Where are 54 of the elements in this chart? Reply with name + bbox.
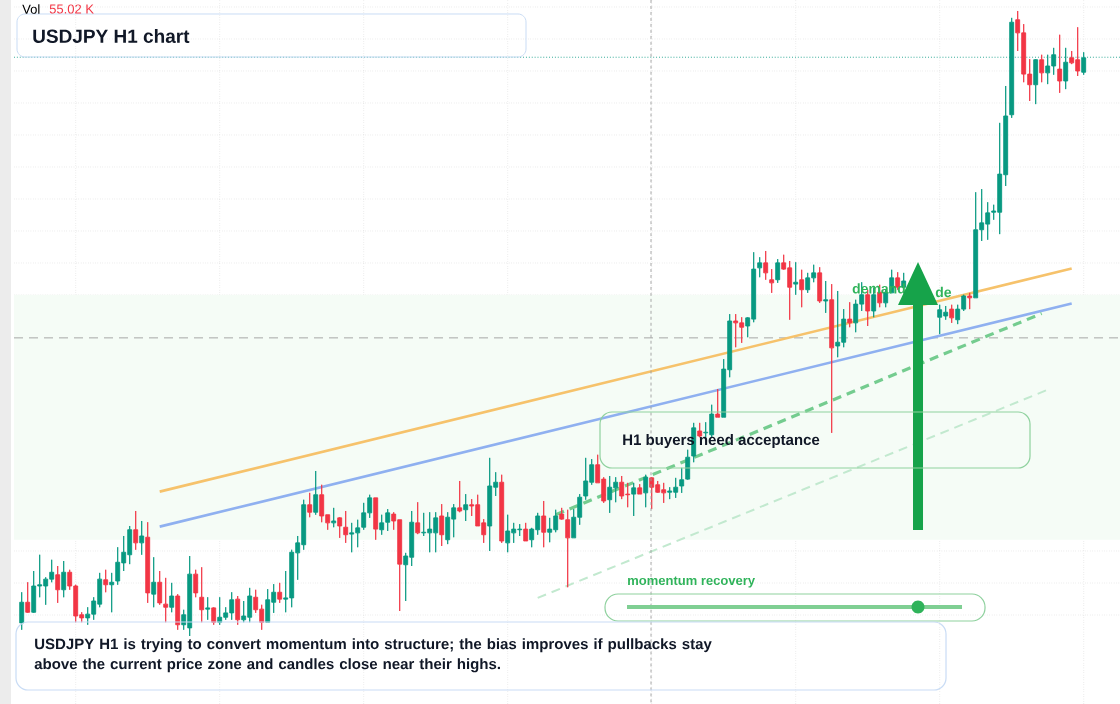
candlestick [439,503,445,547]
text: USDJPY H1 is trying to convert momentum into structure; the bias improves if pullbacks stay above the current price zone and candles close near their highs. [34,638,712,673]
candlestick [631,482,637,517]
candlestick [343,510,349,544]
candlestick [19,591,25,631]
candlestick [55,565,61,604]
candlestick [823,280,829,314]
candlestick [643,474,649,508]
candlestick [169,582,175,613]
candlestick [175,593,181,631]
candlestick [25,581,31,614]
annotation: 55.02 K [49,4,94,14]
candlestick [61,560,67,598]
candlestick [193,569,199,598]
candlestick [457,480,463,513]
candlestick [1039,54,1045,83]
candlestick [829,283,835,434]
candlestick [967,292,973,310]
candlestick [211,606,217,626]
candlestick [235,595,241,626]
candlestick [1057,34,1063,94]
candlestick [337,516,343,539]
annotation: momentum recovery [628,576,755,588]
candlestick [847,301,853,328]
candlestick [949,304,955,324]
candlestick [277,582,283,604]
annotation: de [935,286,952,298]
candlestick [499,474,505,544]
candlestick [307,492,313,518]
candlestick [541,500,547,548]
candlestick [715,388,721,418]
candlestick [637,483,643,495]
candlestick [793,261,799,296]
annotation: Vol [22,4,40,14]
candlestick [817,266,823,304]
candlestick [373,497,379,541]
candlestick [799,269,805,308]
candlestick [415,501,421,535]
candlestick [523,522,529,542]
candlestick [109,572,115,613]
candlestick [133,510,139,551]
text: USDJPY H1 chart [33,29,190,43]
candlestick [463,493,469,522]
candlestick [145,521,151,604]
candlestick [331,507,337,528]
candlestick [205,596,211,621]
candlestick [199,566,205,623]
candlestick [151,556,157,608]
candlestick [769,268,775,294]
candlestick [139,520,145,556]
candlestick [313,470,319,516]
candlestick [103,569,109,593]
candlestick [775,258,781,284]
candlestick [763,250,769,281]
